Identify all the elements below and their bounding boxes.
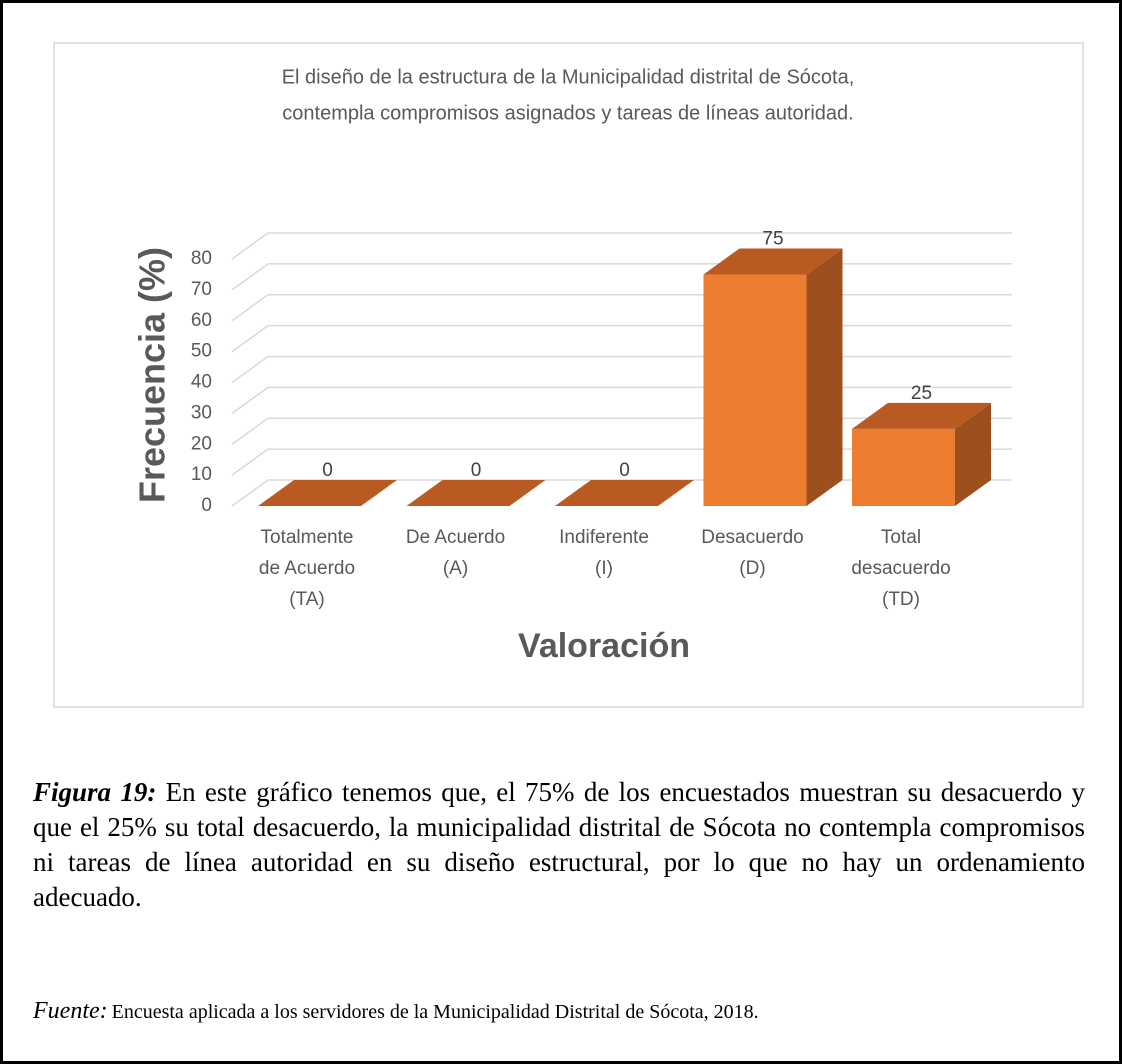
y-tick-label: 30: [191, 402, 212, 423]
data-label: 0: [322, 460, 333, 481]
bar-top: [852, 402, 991, 429]
caption-text: En este gráfico tenemos que, el 75% de l…: [33, 777, 1086, 912]
y-tick-label: 80: [191, 248, 212, 269]
x-axis-title: Valoración: [518, 627, 690, 665]
x-tick-label: Indiferente (I): [559, 527, 649, 579]
chart: El diseño de la estructura de la Municip…: [53, 42, 1084, 708]
x-tick-label: Desacuerdo (D): [701, 527, 803, 579]
y-tick-label: 10: [191, 464, 212, 485]
bar-side: [806, 248, 843, 506]
y-tick-label: 60: [191, 310, 212, 331]
bar-top: [703, 248, 843, 275]
chart-title: contempla compromisos asignados y tareas…: [282, 102, 853, 124]
caption: Figura 19: En este gráfico tenemos que, …: [33, 775, 1085, 915]
x-tick-label: De Acuerdo (A): [406, 527, 505, 579]
bar: [852, 428, 955, 506]
bar: [703, 274, 807, 506]
bar-top: [555, 480, 694, 506]
data-label: 25: [911, 383, 932, 404]
chart-title: El diseño de la estructura de la Municip…: [282, 66, 855, 88]
caption-label: Figura 19:: [33, 777, 157, 807]
bar-top: [406, 480, 546, 506]
bar-side: [955, 402, 991, 506]
data-label: 0: [619, 460, 630, 481]
chart-frame: [53, 42, 1084, 708]
x-tick-label: Totalmente de Acuerdo (TA): [259, 527, 355, 610]
data-label: 0: [471, 460, 482, 481]
source: Fuente: Encuesta aplicada a los servidor…: [33, 998, 1093, 1025]
y-axis-title: Frecuencia (%): [132, 247, 173, 503]
bar-top: [258, 480, 397, 506]
grid-line: [231, 232, 1012, 260]
y-tick-label: 50: [191, 341, 212, 362]
source-text: Encuesta aplicada a los servidores de la…: [111, 1001, 759, 1023]
y-tick-label: 20: [191, 433, 212, 454]
y-tick-label: 40: [191, 372, 212, 393]
x-tick-label: Total desacuerdo (TD): [851, 527, 950, 610]
source-label: Fuente:: [33, 998, 108, 1024]
y-tick-label: 0: [201, 495, 212, 516]
data-label: 75: [762, 228, 783, 249]
y-tick-label: 70: [191, 279, 212, 300]
